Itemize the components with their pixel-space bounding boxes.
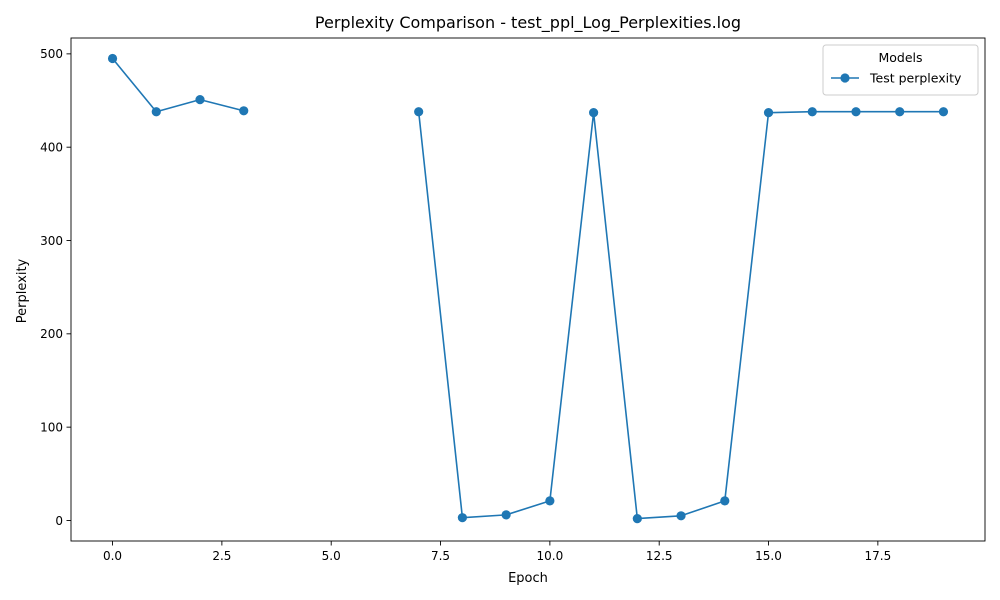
series-line-segment — [417, 110, 945, 520]
axes: 0.0 2.5 5.0 7.5 10.0 12.5 15.0 17.5 0 100 200 300 40… — [40, 37, 986, 563]
data-point — [151, 107, 161, 117]
x-axis-label: Epoch — [508, 571, 548, 586]
data-point — [632, 514, 642, 524]
x-tick-label: 7.5 — [431, 549, 450, 563]
x-tick-label: 15.0 — [755, 549, 782, 563]
legend: Models Test perplexity — [822, 44, 979, 96]
data-point — [938, 107, 949, 117]
y-tick-label: 200 — [40, 327, 63, 341]
legend-box — [822, 44, 979, 96]
data-point — [501, 510, 511, 520]
data-point — [895, 107, 905, 117]
legend-entry-label: Test perplexity — [869, 71, 962, 86]
y-tick-label: 0 — [55, 514, 63, 528]
data-point — [457, 513, 467, 523]
y-tick-label: 300 — [40, 234, 63, 248]
x-tick-label: 5.0 — [322, 549, 341, 563]
x-tick-label: 2.5 — [212, 549, 231, 563]
series-0 — [107, 53, 949, 524]
y-axis-label: Perplexity — [15, 258, 30, 323]
legend-marker-swatch — [840, 73, 850, 83]
data-point — [239, 106, 249, 116]
y-tick-label: 500 — [40, 47, 63, 61]
data-point — [589, 108, 599, 118]
chart-title: Perplexity Comparison - test_ppl_Log_Per… — [315, 13, 741, 33]
x-tick-label: 10.0 — [537, 549, 564, 563]
data-point — [676, 511, 686, 521]
axes-frame — [70, 37, 986, 542]
legend-title: Models — [878, 50, 922, 65]
data-point — [763, 108, 774, 118]
data-point — [807, 107, 817, 117]
plot-area — [107, 53, 949, 524]
data-point — [414, 107, 424, 117]
data-point — [545, 496, 555, 506]
x-tick-label: 12.5 — [646, 549, 673, 563]
data-point — [107, 53, 118, 64]
y-tick-label: 400 — [40, 140, 63, 154]
x-tick-label: 17.5 — [864, 549, 891, 563]
data-point — [720, 496, 730, 506]
y-tick-label: 100 — [40, 420, 63, 434]
x-tick-label: 0.0 — [103, 549, 122, 563]
data-point — [195, 94, 205, 105]
data-point — [851, 107, 861, 117]
series-line-segment — [111, 57, 245, 113]
